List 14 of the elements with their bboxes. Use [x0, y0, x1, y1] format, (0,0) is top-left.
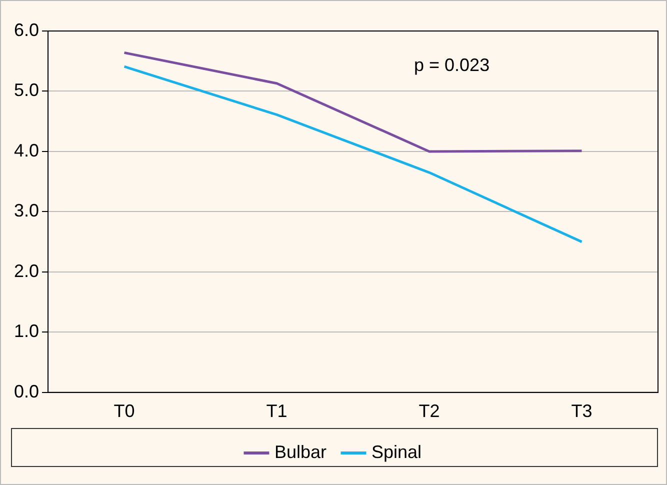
- y-tick-label: 4.0: [14, 140, 40, 160]
- y-tick-label: 2.0: [14, 260, 40, 281]
- x-tick-label: T0: [114, 401, 135, 422]
- x-tick-label: T3: [571, 401, 592, 422]
- y-tick-label: 1.0: [14, 321, 40, 342]
- annotation: p = 0.023: [414, 54, 490, 75]
- x-tick-label: T2: [418, 401, 440, 422]
- legend-label: Spinal: [372, 442, 422, 462]
- y-tick-label: 3.0: [14, 200, 40, 221]
- legend-label: Bulbar: [274, 442, 327, 462]
- y-tick-label: 5.0: [14, 80, 40, 100]
- x-tick-label: T1: [266, 401, 288, 422]
- y-tick-label: 6.0: [14, 20, 40, 40]
- y-tick-label: 0.0: [14, 381, 40, 402]
